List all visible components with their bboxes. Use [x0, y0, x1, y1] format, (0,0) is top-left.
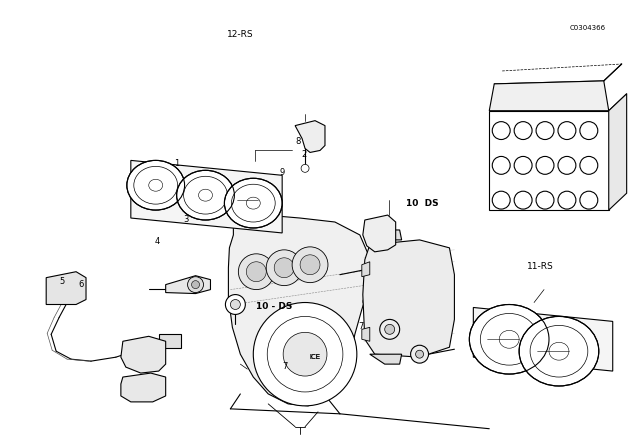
Ellipse shape	[232, 184, 275, 222]
Circle shape	[266, 250, 302, 286]
Ellipse shape	[134, 166, 178, 204]
Circle shape	[558, 122, 576, 139]
Circle shape	[580, 191, 598, 209]
Ellipse shape	[480, 314, 538, 365]
Polygon shape	[609, 94, 627, 210]
Circle shape	[292, 247, 328, 283]
Text: 7: 7	[359, 322, 364, 331]
Circle shape	[283, 332, 327, 376]
Ellipse shape	[225, 178, 282, 228]
Circle shape	[191, 280, 200, 289]
Circle shape	[380, 319, 399, 339]
Text: 10 - DS: 10 - DS	[256, 302, 292, 311]
Text: 3: 3	[184, 215, 189, 224]
Polygon shape	[295, 121, 325, 152]
Circle shape	[580, 122, 598, 139]
Ellipse shape	[184, 177, 227, 214]
Text: 2: 2	[301, 151, 307, 159]
Polygon shape	[166, 276, 211, 293]
Circle shape	[492, 191, 510, 209]
Circle shape	[385, 324, 395, 334]
Circle shape	[253, 302, 357, 406]
Bar	[489, 111, 609, 210]
Circle shape	[558, 156, 576, 174]
Circle shape	[301, 164, 309, 172]
Circle shape	[415, 350, 424, 358]
Text: 11-RS: 11-RS	[527, 262, 553, 271]
Bar	[159, 334, 180, 348]
Polygon shape	[131, 160, 282, 233]
Polygon shape	[362, 262, 370, 277]
Polygon shape	[362, 327, 370, 341]
Ellipse shape	[530, 325, 588, 377]
Text: 8: 8	[295, 137, 300, 146]
Polygon shape	[363, 215, 396, 252]
Text: ICE: ICE	[310, 354, 321, 360]
Polygon shape	[489, 81, 609, 111]
Circle shape	[268, 316, 343, 392]
Circle shape	[558, 191, 576, 209]
Text: 1: 1	[174, 159, 179, 168]
Text: 5: 5	[60, 277, 65, 286]
Polygon shape	[363, 240, 454, 357]
Polygon shape	[474, 307, 612, 371]
Circle shape	[300, 255, 320, 275]
Ellipse shape	[469, 305, 549, 374]
Text: C0304366: C0304366	[570, 25, 605, 31]
Circle shape	[188, 277, 204, 293]
Circle shape	[492, 122, 510, 139]
Text: 9: 9	[279, 168, 284, 177]
Text: H: H	[193, 279, 198, 284]
Circle shape	[536, 122, 554, 139]
Circle shape	[230, 300, 241, 310]
Text: 6: 6	[78, 280, 84, 289]
Circle shape	[238, 254, 274, 289]
Ellipse shape	[177, 170, 234, 220]
Text: 10  DS: 10 DS	[406, 199, 438, 208]
Text: ICE: ICE	[310, 354, 321, 360]
Circle shape	[411, 345, 429, 363]
Text: 4: 4	[155, 237, 160, 246]
Circle shape	[580, 156, 598, 174]
Circle shape	[274, 258, 294, 278]
Text: 7: 7	[282, 362, 287, 371]
Circle shape	[514, 122, 532, 139]
Ellipse shape	[519, 316, 599, 386]
Polygon shape	[121, 336, 166, 373]
Polygon shape	[370, 354, 402, 364]
Circle shape	[536, 156, 554, 174]
Circle shape	[363, 297, 372, 306]
Circle shape	[514, 191, 532, 209]
Circle shape	[514, 156, 532, 174]
Ellipse shape	[127, 160, 184, 210]
Circle shape	[492, 156, 510, 174]
Text: 12-RS: 12-RS	[227, 30, 253, 39]
Circle shape	[246, 262, 266, 282]
Polygon shape	[228, 215, 370, 406]
Circle shape	[225, 294, 245, 314]
Circle shape	[365, 265, 375, 275]
Polygon shape	[121, 373, 166, 402]
Circle shape	[536, 191, 554, 209]
Polygon shape	[370, 230, 402, 240]
Polygon shape	[46, 271, 86, 305]
